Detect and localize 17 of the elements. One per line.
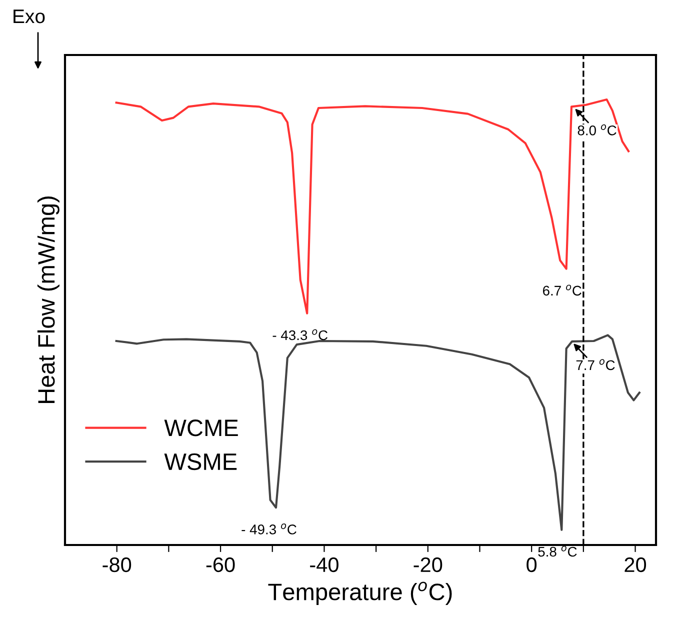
x-tick-label: -40 — [310, 557, 338, 572]
x-tick-label: -80 — [102, 557, 132, 572]
annotation: - 49.3 $^{o}$C — [242, 523, 296, 534]
text: Exo — [14, 10, 45, 24]
annotation: 5.8 $^{o}$C — [538, 546, 577, 557]
annotation: 6.7 $^{o}$C — [542, 284, 582, 296]
annotation: 8.0 $^{o}$C — [578, 124, 616, 136]
x-tick-label: 20 — [624, 557, 646, 572]
legend-label: WCME — [164, 420, 238, 436]
legend-label: WSME — [164, 453, 237, 470]
x-tick-label: 0 — [526, 557, 537, 572]
y-axis-title: Heat Flow (mW/mg) — [37, 196, 60, 403]
x-tick-label: -60 — [206, 557, 235, 572]
annotation: 7.7 $^{o}$C — [576, 359, 615, 370]
x-tick-label: -20 — [414, 557, 442, 572]
x-axis-title: Temperature ($^{o}$C) — [268, 582, 452, 605]
annotation: - 43.3 $^{o}$C — [272, 329, 328, 340]
